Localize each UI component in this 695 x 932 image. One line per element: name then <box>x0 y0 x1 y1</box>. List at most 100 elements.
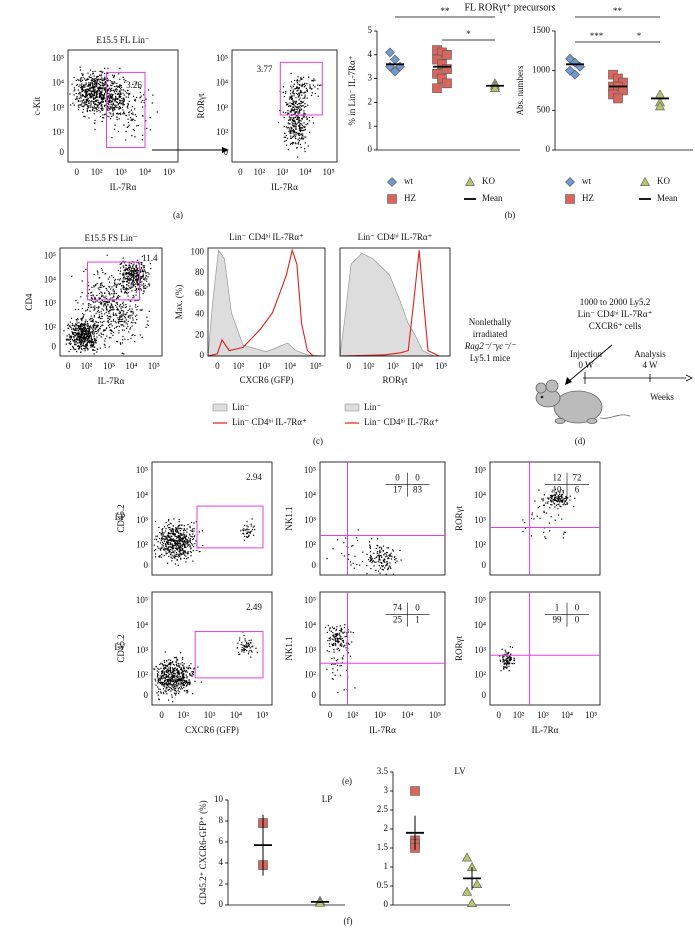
event-dot <box>122 106 124 108</box>
event-dot <box>522 530 524 532</box>
event-dot <box>112 99 114 101</box>
event-dot <box>109 292 111 294</box>
event-dot <box>119 320 121 323</box>
event-dot <box>295 106 297 108</box>
event-dot <box>384 561 386 563</box>
event-dot <box>95 100 97 102</box>
event-dot <box>177 677 179 679</box>
x-tick-label: 10² <box>91 167 103 177</box>
event-dot <box>165 673 167 676</box>
event-dot <box>177 659 179 661</box>
event-dot <box>177 663 179 665</box>
event-dot <box>187 682 189 685</box>
event-dot <box>93 285 95 287</box>
event-dot <box>172 528 174 530</box>
event-dot <box>160 537 163 539</box>
event-dot <box>121 280 123 282</box>
event-dot <box>383 554 385 556</box>
event-dot <box>141 261 143 264</box>
event-dot <box>94 93 96 95</box>
event-dot <box>93 286 95 288</box>
y-tick-label: 0 <box>52 341 57 351</box>
event-dot <box>165 522 167 524</box>
event-dot <box>563 533 565 535</box>
event-dot <box>169 680 171 682</box>
y-axis-label: CD45.2⁺ CXCR6-GFP⁺ (%) <box>198 800 208 904</box>
event-dot <box>177 527 179 529</box>
y-tick-label: 10² <box>136 670 148 680</box>
event-dot <box>92 89 95 91</box>
event-dot <box>69 343 71 346</box>
event-dot <box>343 555 345 557</box>
event-dot <box>176 545 178 547</box>
event-dot <box>103 313 106 315</box>
data-point <box>654 101 666 111</box>
event-dot <box>132 322 134 324</box>
event-dot <box>91 291 93 293</box>
event-dot <box>128 111 130 114</box>
legend-label: Mean <box>657 193 678 203</box>
event-dot <box>390 552 392 554</box>
event-dot <box>339 649 341 651</box>
event-dot <box>137 273 139 275</box>
event-dot <box>159 677 161 679</box>
event-dot <box>112 288 114 290</box>
event-dot <box>81 320 83 322</box>
event-dot <box>96 104 98 106</box>
event-dot <box>106 102 108 104</box>
event-dot <box>298 95 300 97</box>
event-dot <box>158 668 160 671</box>
event-dot <box>116 308 118 311</box>
event-dot <box>80 327 82 329</box>
event-dot <box>141 277 143 279</box>
event-dot <box>101 79 103 81</box>
event-dot <box>181 541 183 543</box>
event-dot <box>87 97 89 99</box>
panel-label: (c) <box>313 436 323 446</box>
event-dot <box>512 663 514 665</box>
event-dot <box>129 268 131 270</box>
event-dot <box>80 342 83 344</box>
event-dot <box>168 536 170 538</box>
event-dot <box>165 537 167 539</box>
event-dot <box>296 115 298 117</box>
event-dot <box>112 312 114 314</box>
data-point <box>570 69 580 80</box>
event-dot <box>181 524 183 526</box>
event-dot <box>87 105 89 107</box>
plot-frame <box>489 591 601 706</box>
event-dot <box>78 326 80 328</box>
event-dot <box>285 91 287 93</box>
event-dot <box>82 344 84 346</box>
event-dot <box>97 87 99 89</box>
event-dot <box>292 109 295 111</box>
event-dot <box>125 114 128 117</box>
event-dot <box>112 97 114 99</box>
event-dot <box>126 272 128 274</box>
event-dot <box>83 333 86 335</box>
event-dot <box>120 113 122 116</box>
event-dot <box>180 524 182 526</box>
event-dot <box>333 651 335 653</box>
event-dot <box>160 662 162 664</box>
event-dot <box>182 671 184 673</box>
event-dot <box>112 89 114 91</box>
event-dot <box>146 286 148 288</box>
event-dot <box>106 309 108 311</box>
event-dot <box>88 117 90 119</box>
event-dot <box>91 331 93 333</box>
event-dot <box>197 666 199 668</box>
event-dot <box>87 308 89 311</box>
event-dot <box>287 112 289 114</box>
event-dot <box>559 505 561 507</box>
event-dot <box>103 105 106 107</box>
event-dot <box>79 325 81 327</box>
event-dot <box>81 90 83 92</box>
event-dot <box>354 555 356 557</box>
event-dot <box>299 112 301 114</box>
event-dot <box>98 327 101 329</box>
event-dot <box>167 527 170 529</box>
event-dot <box>132 286 134 288</box>
event-dot <box>90 332 92 334</box>
event-dot <box>192 560 194 562</box>
